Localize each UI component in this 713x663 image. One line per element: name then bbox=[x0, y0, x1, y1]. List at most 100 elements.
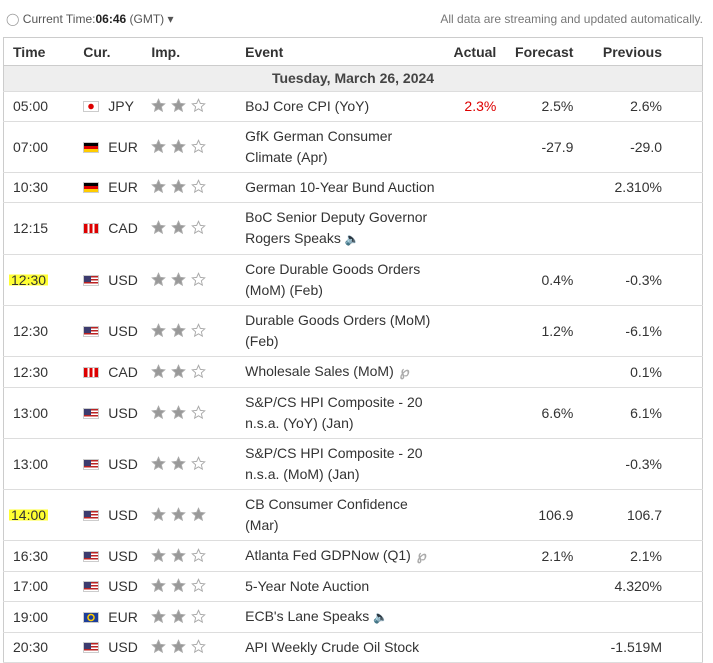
time: 16:30 bbox=[13, 547, 49, 564]
event-row[interactable]: 05:00 JPY BoJ Core CPI (YoY) 2.3% 2.5% 2.6% bbox=[3, 91, 703, 122]
event[interactable]: Core Durable Goods Orders (MoM) (Feb) bbox=[245, 261, 421, 298]
previous: 6.1% bbox=[573, 387, 703, 439]
flag bbox=[83, 141, 100, 153]
column-header: Event bbox=[245, 37, 440, 66]
forecast bbox=[496, 172, 574, 203]
currency-cell: JPY bbox=[83, 91, 152, 122]
event[interactable]: S&P/CS HPI Composite - 20 n.s.a. (MoM) (… bbox=[245, 445, 423, 482]
importance-stars bbox=[151, 578, 211, 594]
star bbox=[151, 363, 167, 378]
currency: USD bbox=[108, 547, 138, 564]
event[interactable]: Durable Goods Orders (MoM) (Feb) bbox=[245, 312, 431, 349]
forecast bbox=[496, 632, 574, 663]
importance-cell bbox=[151, 632, 246, 663]
event[interactable]: S&P/CS HPI Composite - 20 n.s.a. (YoY) (… bbox=[245, 394, 423, 431]
flag bbox=[83, 407, 100, 419]
event-row[interactable]: 20:30 USD API Weekly Crude Oil Stock -1.519… bbox=[3, 632, 703, 663]
actual bbox=[439, 387, 497, 439]
flag bbox=[83, 581, 100, 592]
star bbox=[171, 98, 187, 113]
previous: -1.519M bbox=[573, 632, 703, 663]
currency: CAD bbox=[108, 220, 138, 236]
time-cell: 13:00 bbox=[3, 387, 84, 439]
event-row[interactable]: 10:30 EUR German 10-Year Bund Auction 2.310… bbox=[3, 172, 703, 203]
event-row[interactable]: 14:00 USD CB Consumer Confidence (Mar) 106.… bbox=[3, 489, 703, 541]
importance-cell bbox=[151, 601, 246, 633]
event-cell: 5-Year Note Auction bbox=[245, 571, 440, 602]
importance-cell bbox=[151, 172, 246, 203]
current-time[interactable]: ◯ Current Time:06:46 (GMT) ▾ bbox=[6, 12, 174, 26]
star bbox=[151, 506, 167, 521]
star bbox=[191, 578, 207, 593]
event-cell: Wholesale Sales (MoM) ℘ bbox=[245, 356, 440, 388]
previous: 2.1% bbox=[573, 540, 703, 572]
forecast bbox=[496, 601, 574, 633]
event[interactable]: CB Consumer Confidence (Mar) bbox=[245, 496, 408, 533]
currency-cell: USD bbox=[83, 387, 152, 439]
event[interactable]: GfK German Consumer Climate (Apr) bbox=[245, 128, 393, 165]
actual bbox=[439, 121, 497, 173]
star bbox=[191, 271, 207, 286]
currency: USD bbox=[108, 578, 138, 594]
time-cell: 19:00 bbox=[3, 601, 84, 633]
star bbox=[191, 506, 207, 521]
event-row[interactable]: 16:30 USD Atlanta Fed GDPNow (Q1) ℘ 2.1% 2.1% bbox=[3, 540, 703, 572]
event-row[interactable]: 12:30 CAD Wholesale Sales (MoM) ℘ 0.1% bbox=[3, 356, 703, 388]
previous: 2.6% bbox=[573, 91, 703, 122]
currency: EUR bbox=[108, 608, 138, 625]
importance-cell bbox=[151, 387, 246, 439]
previous: -6.1% bbox=[573, 305, 703, 357]
actual bbox=[439, 254, 497, 306]
event[interactable]: Wholesale Sales (MoM) bbox=[245, 363, 394, 379]
currency-cell: USD bbox=[83, 540, 152, 572]
currency-cell: EUR bbox=[83, 601, 152, 633]
actual bbox=[439, 601, 497, 633]
time: 20:30 bbox=[13, 639, 49, 655]
importance-stars bbox=[151, 322, 211, 339]
event-cell: BoJ Core CPI (YoY) bbox=[245, 91, 440, 122]
previous bbox=[573, 601, 703, 633]
currency-cell: CAD bbox=[83, 202, 152, 255]
event-row[interactable]: 17:00 USD 5-Year Note Auction 4.320% bbox=[3, 571, 703, 602]
importance-stars bbox=[151, 220, 211, 236]
event-row[interactable]: 13:00 USD S&P/CS HPI Composite - 20 n.s.a.… bbox=[3, 387, 703, 439]
currency-cell: USD bbox=[83, 571, 152, 602]
event[interactable]: BoC Senior Deputy Governor Rogers Speaks bbox=[245, 209, 428, 246]
flag bbox=[83, 325, 100, 337]
star bbox=[151, 322, 167, 337]
event[interactable]: German 10-Year Bund Auction bbox=[245, 179, 435, 195]
forecast: 2.5% bbox=[496, 91, 574, 122]
flag bbox=[83, 366, 100, 378]
star bbox=[151, 98, 167, 113]
calendar-table: Time Cur. Imp. Event Actual Forecast Pre… bbox=[3, 37, 703, 663]
time: 06:46 bbox=[95, 12, 127, 26]
importance-stars bbox=[151, 138, 211, 155]
event[interactable]: API Weekly Crude Oil Stock bbox=[245, 639, 420, 655]
event[interactable]: 5-Year Note Auction bbox=[245, 578, 370, 594]
notice: All data are streaming and updated autom… bbox=[440, 12, 703, 26]
event[interactable]: ECB's Lane Speaks bbox=[245, 608, 370, 624]
forecast bbox=[496, 438, 574, 490]
event-row[interactable]: 12:15 CAD BoC Senior Deputy Governor Roger… bbox=[3, 202, 703, 255]
event-row[interactable]: 19:00 EUR ECB's Lane Speaks 🔈 bbox=[3, 601, 703, 633]
importance-stars bbox=[151, 179, 211, 195]
header-row: Time Cur. Imp. Event Actual Forecast Pre… bbox=[3, 37, 703, 66]
event-cell: GfK German Consumer Climate (Apr) bbox=[245, 121, 440, 173]
event-row[interactable]: 12:30 USD Durable Goods Orders (MoM) (Feb)… bbox=[3, 305, 703, 357]
event-cell: Atlanta Fed GDPNow (Q1) ℘ bbox=[245, 540, 440, 572]
event-row[interactable]: 07:00 EUR GfK German Consumer Climate (Apr… bbox=[3, 121, 703, 173]
event-row[interactable]: 12:30 USD Core Durable Goods Orders (MoM) … bbox=[3, 254, 703, 306]
star bbox=[151, 179, 167, 194]
importance-stars bbox=[151, 506, 211, 523]
page: ◯ Current Time:06:46 (GMT) ▾ All data ar… bbox=[3, 12, 703, 663]
importance-cell bbox=[151, 571, 246, 602]
event[interactable]: BoJ Core CPI (YoY) bbox=[245, 98, 370, 114]
event-row[interactable]: 13:00 USD S&P/CS HPI Composite - 20 n.s.a.… bbox=[3, 438, 703, 490]
star bbox=[191, 138, 207, 153]
actual bbox=[439, 356, 497, 388]
currency-cell: USD bbox=[83, 632, 152, 663]
event[interactable]: Atlanta Fed GDPNow (Q1) bbox=[245, 547, 411, 563]
currency: USD bbox=[108, 322, 138, 339]
star bbox=[171, 639, 187, 654]
previous: -0.3% bbox=[573, 254, 703, 306]
